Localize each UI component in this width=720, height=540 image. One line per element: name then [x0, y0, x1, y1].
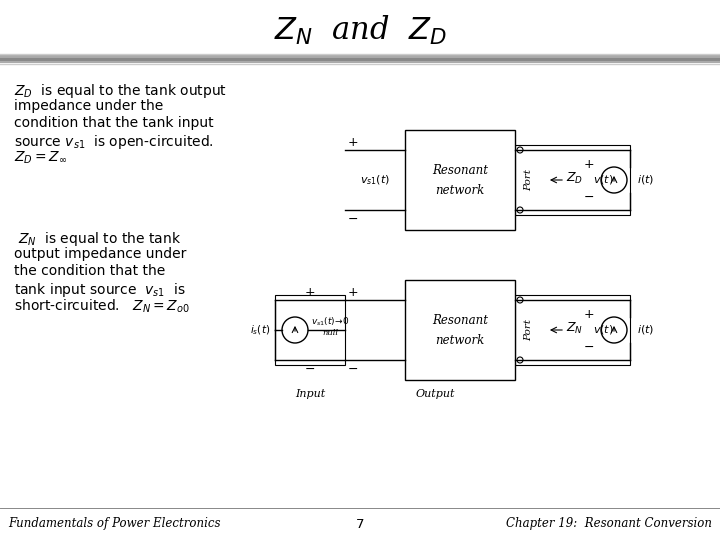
Bar: [275, 295, 345, 365]
Text: Chapter 19:  Resonant Conversion: Chapter 19: Resonant Conversion: [506, 517, 712, 530]
Text: short-circuited.   $Z_N = Z_{o0}$: short-circuited. $Z_N = Z_{o0}$: [14, 298, 189, 315]
Text: condition that the tank input: condition that the tank input: [14, 116, 214, 130]
Text: +: +: [305, 286, 315, 299]
Text: $-$: $-$: [583, 190, 595, 202]
Text: impedance under the: impedance under the: [14, 99, 163, 113]
Text: network: network: [436, 184, 485, 197]
Text: +: +: [348, 136, 359, 148]
Text: Port: Port: [524, 169, 534, 191]
Text: network: network: [436, 334, 485, 347]
Text: $Z_D = Z_{\infty}$: $Z_D = Z_{\infty}$: [14, 150, 67, 166]
Text: +: +: [348, 286, 359, 299]
Text: Resonant: Resonant: [432, 164, 488, 177]
Text: $i_s(t)$: $i_s(t)$: [250, 323, 270, 337]
Text: $v(t)$: $v(t)$: [593, 173, 613, 186]
Text: $i(t)$: $i(t)$: [637, 173, 654, 186]
Bar: [405, 130, 515, 230]
Text: $i(t)$: $i(t)$: [637, 323, 654, 336]
Text: output impedance under: output impedance under: [14, 247, 186, 261]
Text: the condition that the: the condition that the: [14, 264, 166, 278]
Text: $v(t)$: $v(t)$: [593, 323, 613, 336]
Text: source $v_{s1}$  is open-circuited.: source $v_{s1}$ is open-circuited.: [14, 133, 214, 151]
Bar: [515, 145, 630, 215]
Text: Output: Output: [415, 389, 455, 399]
Text: $-$: $-$: [305, 361, 315, 375]
Text: Resonant: Resonant: [432, 314, 488, 327]
Text: $v_{s1}(t)\!\rightarrow\!0$: $v_{s1}(t)\!\rightarrow\!0$: [310, 316, 349, 328]
Bar: [405, 280, 515, 380]
Text: $v_{s1}(t)$: $v_{s1}(t)$: [360, 173, 390, 187]
Text: tank input source  $v_{s1}$  is: tank input source $v_{s1}$ is: [14, 281, 186, 299]
Text: Fundamentals of Power Electronics: Fundamentals of Power Electronics: [8, 517, 220, 530]
Text: null: null: [322, 329, 338, 337]
Text: $-$: $-$: [348, 361, 359, 375]
Text: $Z_N$  is equal to the tank: $Z_N$ is equal to the tank: [14, 230, 181, 248]
Text: $-$: $-$: [348, 212, 359, 225]
Text: $-$: $-$: [583, 340, 595, 353]
Text: +: +: [584, 158, 594, 171]
Text: +: +: [584, 307, 594, 321]
Text: Input: Input: [295, 389, 325, 399]
Text: $Z_N$: $Z_N$: [567, 320, 584, 335]
Bar: [515, 295, 630, 365]
Text: Port: Port: [524, 319, 534, 341]
Text: $Z_N$  and  $Z_D$: $Z_N$ and $Z_D$: [274, 14, 446, 46]
Text: $Z_D$  is equal to the tank output: $Z_D$ is equal to the tank output: [14, 82, 227, 100]
Text: $Z_D$: $Z_D$: [567, 171, 584, 186]
Text: 7: 7: [356, 517, 364, 530]
